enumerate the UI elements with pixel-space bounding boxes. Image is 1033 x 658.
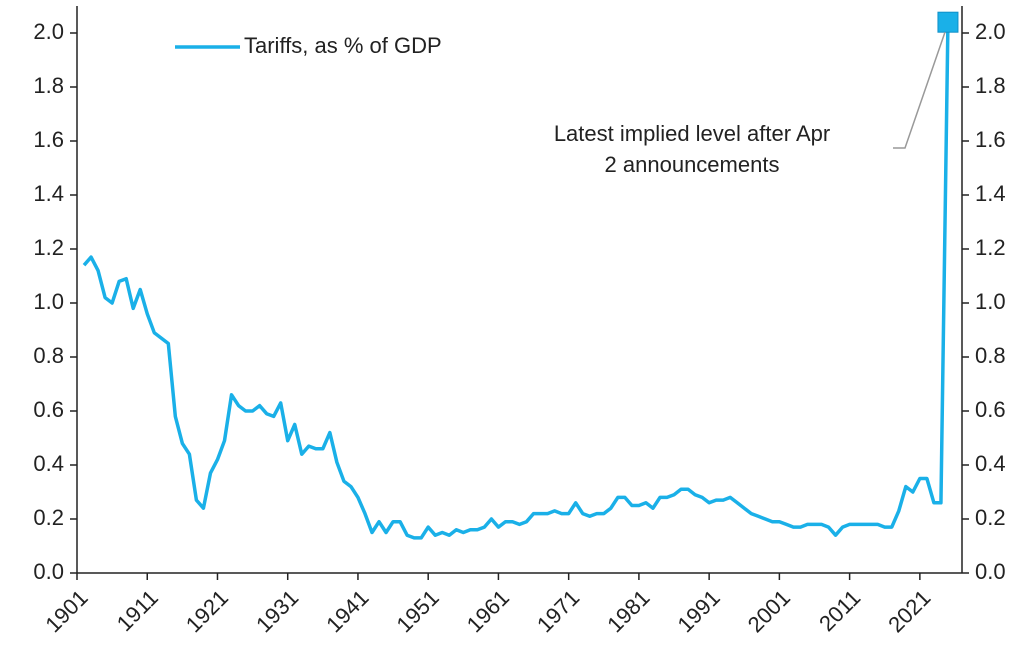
x-tick-label: 1991: [672, 585, 724, 637]
x-tick-label: 1911: [112, 585, 163, 636]
x-tick-label: 1971: [532, 585, 584, 637]
y-tick-label: 1.0: [33, 289, 64, 314]
x-tick-label: 1941: [321, 585, 373, 637]
y2-tick-label: 0.6: [975, 397, 1006, 422]
y-tick-label: 0.2: [33, 505, 64, 530]
y2-tick-label: 1.8: [975, 73, 1006, 98]
x-tick-label: 1951: [392, 585, 444, 637]
y2-tick-label: 0.8: [975, 343, 1006, 368]
x-tick-label: 1921: [181, 585, 233, 637]
y2-tick-label: 0.4: [975, 451, 1006, 476]
y2-tick-label: 0.2: [975, 505, 1006, 530]
y2-tick-label: 2.0: [975, 19, 1006, 44]
y-tick-label: 0.8: [33, 343, 64, 368]
y-tick-label: 0.6: [33, 397, 64, 422]
x-tick-label: 1961: [462, 585, 514, 637]
y-tick-label: 0.0: [33, 559, 64, 584]
legend-label: Tariffs, as % of GDP: [244, 33, 442, 58]
y-tick-label: 0.4: [33, 451, 64, 476]
x-tick-label: 2011: [814, 585, 865, 636]
y-tick-label: 1.8: [33, 73, 64, 98]
y-tick-label: 2.0: [33, 19, 64, 44]
y2-tick-label: 1.2: [975, 235, 1006, 260]
annotation: 2 announcements: [605, 152, 780, 177]
annotation: Latest implied level after Apr: [554, 121, 830, 146]
y2-tick-label: 1.0: [975, 289, 1006, 314]
y2-tick-label: 1.4: [975, 181, 1006, 206]
y2-tick-label: 1.6: [975, 127, 1006, 152]
series-line: [82, 22, 950, 540]
x-tick-label: 1981: [602, 585, 654, 637]
y2-tick-label: 0.0: [975, 559, 1006, 584]
latest-marker: [937, 11, 959, 33]
x-tick-label: 2001: [743, 585, 795, 637]
y-tick-label: 1.4: [33, 181, 64, 206]
y-tick-label: 1.6: [33, 127, 64, 152]
y-tick-label: 1.2: [33, 235, 64, 260]
x-tick-label: 1901: [40, 585, 92, 637]
x-tick-label: 1931: [251, 585, 303, 637]
x-tick-label: 2021: [883, 585, 935, 637]
annotation-leader: [893, 31, 946, 149]
